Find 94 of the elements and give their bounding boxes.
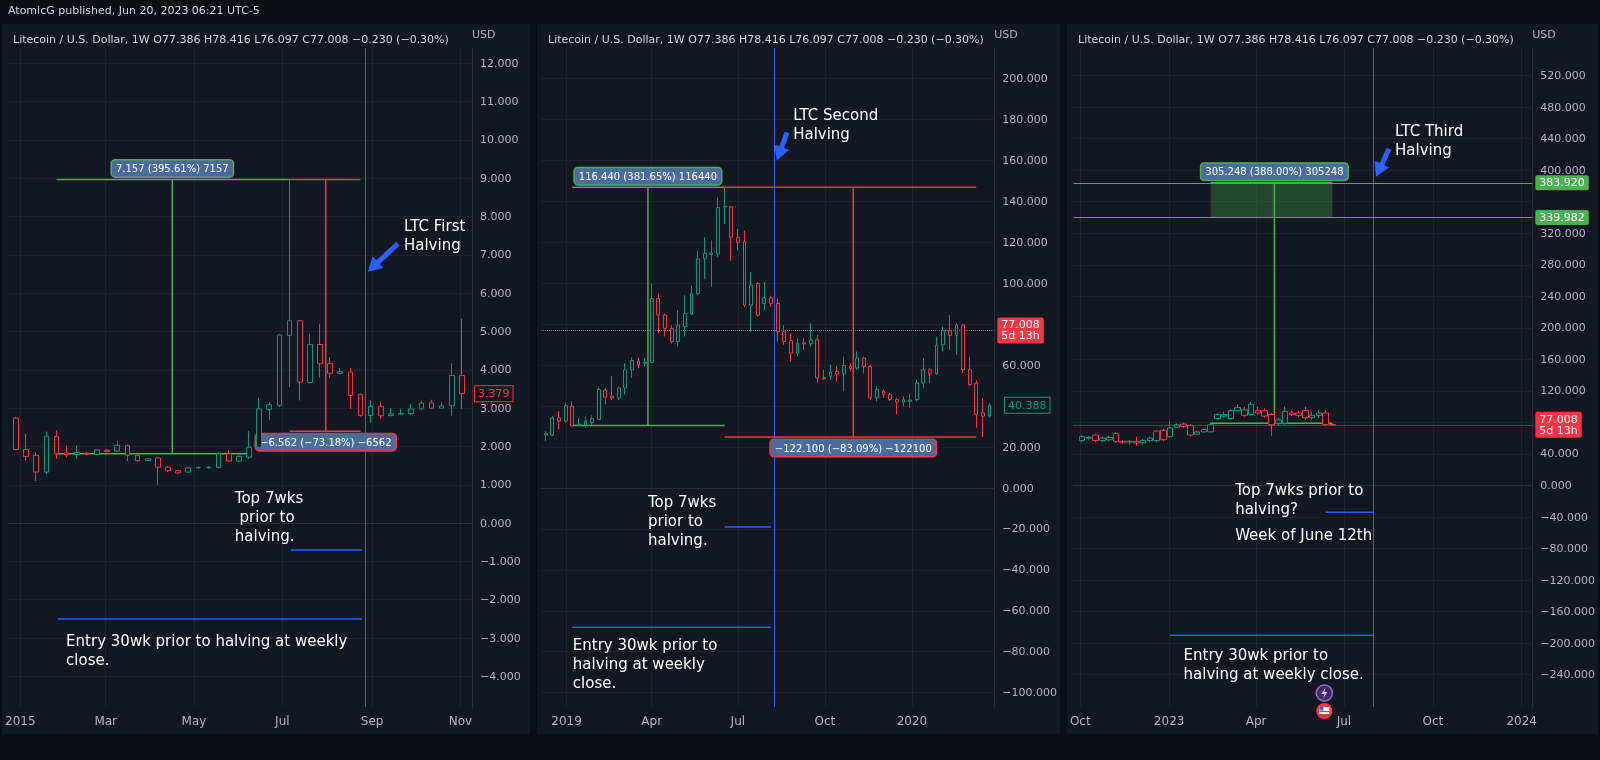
y-tick-label: 7.000 <box>480 248 512 262</box>
annotation: Entry 30wk prior to halving at weekly close. <box>572 635 723 692</box>
y-tick-label: 12.000 <box>480 56 519 70</box>
y-tick-label: 120.000 <box>1540 384 1586 398</box>
annotation: LTC Second Halving <box>793 105 883 143</box>
y-tick-label: −4.000 <box>480 669 521 683</box>
y-tick-label: 11.000 <box>480 95 519 109</box>
y-tick-label: 0.000 <box>480 516 512 530</box>
x-tick-label: Oct <box>1422 714 1444 728</box>
y-tick-label: −2.000 <box>480 593 521 607</box>
y-tick-label: 4.000 <box>480 363 512 377</box>
x-tick-label: Jul <box>729 714 746 728</box>
y-tick-label: −80.000 <box>1540 542 1589 556</box>
y-tick-label: −200.000 <box>1540 636 1596 650</box>
x-tick-label: Sep <box>360 714 384 728</box>
y-tick-label: 200.000 <box>1002 72 1048 86</box>
y-tick-label: −100.000 <box>1002 686 1058 700</box>
y-tick-label: 1.000 <box>480 478 512 492</box>
y-tick-label: −160.000 <box>1540 605 1596 619</box>
y-tick-label: 60.000 <box>1002 358 1041 372</box>
y-tick-label: 10.000 <box>480 133 519 147</box>
text: 40.388 <box>1008 398 1047 412</box>
y-tick-label: 480.000 <box>1540 100 1586 114</box>
y-tick-label: 180.000 <box>1002 113 1048 127</box>
y-tick-label: 0.000 <box>1002 481 1034 495</box>
series-label: 7.157 (395.61%) 7157 <box>115 162 229 174</box>
y-axis-title: USD <box>472 28 496 41</box>
y-tick-label: −60.000 <box>1002 604 1051 618</box>
y-tick-label: 240.000 <box>1540 289 1586 303</box>
series-label: −6.562 (−73.18%) −6562 <box>260 436 392 448</box>
y-tick-label: −240.000 <box>1540 668 1596 682</box>
y-tick-label: 120.000 <box>1002 235 1048 249</box>
y-tick-label: 160.000 <box>1540 352 1586 366</box>
ref-line-label: 77.008 5d 13h <box>1001 318 1040 343</box>
y-tick-label: 320.000 <box>1540 226 1586 240</box>
y-tick-label: 5.000 <box>480 325 512 339</box>
x-tick-label: 2019 <box>551 714 582 728</box>
y-tick-label: 20.000 <box>1002 440 1041 454</box>
chart-title: Litecoin / U.S. Dollar, 1W O77.386 H78.416 L76.097 C77.008 −0.230 (−0.30%) <box>548 33 984 46</box>
y-tick-label: 8.000 <box>480 210 512 224</box>
y-tick-label: 2.000 <box>480 439 512 453</box>
ref-line-label: 77.008 5d 13h <box>1539 412 1578 437</box>
x-tick-label: 2015 <box>5 714 36 728</box>
y-tick-label: 400.000 <box>1540 163 1586 177</box>
annotation: Top 7wks prior to halving. <box>646 492 722 549</box>
x-tick-label: Oct <box>814 714 836 728</box>
text: AtomicG published, Jun 20, 2023 06:21 UTC-5 <box>8 4 260 17</box>
x-tick-label: 2020 <box>896 714 928 728</box>
ref-line-label: 383.920 <box>1539 176 1585 190</box>
y-tick-label: −80.000 <box>1002 645 1051 659</box>
x-tick-label: Nov <box>448 714 473 728</box>
series-label: 116.440 (381.65%) 116440 <box>578 170 718 182</box>
x-tick-label: Apr <box>641 714 663 728</box>
series-label: 305.248 (388.00%) 305248 <box>1205 166 1344 178</box>
annotation: Entry 30wk prior to halving at weekly close. <box>66 631 353 669</box>
y-tick-label: 6.000 <box>480 286 512 300</box>
text: 3.379 <box>478 387 510 401</box>
x-tick-label: May <box>181 714 207 728</box>
y-tick-label: 160.000 <box>1002 154 1048 168</box>
y-tick-label: 3.000 <box>480 401 512 415</box>
x-tick-label: Jul <box>1335 714 1352 728</box>
y-tick-label: 200.000 <box>1540 321 1586 335</box>
annotation: Week of June 12th <box>1235 525 1373 544</box>
x-tick-label: Oct <box>1069 714 1091 728</box>
x-tick-label: Mar <box>94 714 118 728</box>
annotation: Entry 30wk prior to halving at weekly close. <box>1183 645 1364 683</box>
y-tick-label: 280.000 <box>1540 258 1586 272</box>
x-tick-label: Jul <box>274 714 290 728</box>
chart-title: Litecoin / U.S. Dollar, 1W O77.386 H78.416 L76.097 C77.008 −0.230 (−0.30%) <box>13 33 449 46</box>
y-tick-label: −40.000 <box>1540 510 1589 524</box>
y-tick-label: 100.000 <box>1002 276 1048 290</box>
y-tick-label: 40.000 <box>1540 447 1579 461</box>
y-tick-label: 520.000 <box>1540 69 1586 83</box>
chart-title: Litecoin / U.S. Dollar, 1W O77.386 H78.416 L76.097 C77.008 −0.230 (−0.30%) <box>1078 33 1514 46</box>
y-axis-title: USD <box>1532 28 1556 41</box>
x-tick-label: 2024 <box>1506 714 1537 728</box>
annotation: LTC First Halving <box>403 217 471 255</box>
x-tick-label: 2023 <box>1153 714 1185 728</box>
y-axis-title: USD <box>994 28 1018 41</box>
y-tick-label: −3.000 <box>480 631 521 645</box>
annotation: Top 7wks prior to halving. <box>233 488 304 545</box>
annotation: Top 7wks prior to halving? <box>1234 480 1369 518</box>
y-tick-label: 0.000 <box>1540 478 1572 492</box>
y-tick-label: −120.000 <box>1540 573 1596 587</box>
ref-line-label: 339.982 <box>1539 211 1585 224</box>
y-tick-label: 440.000 <box>1540 132 1586 146</box>
y-tick-label: 9.000 <box>480 171 512 185</box>
annotation: LTC Third Halving <box>1395 122 1468 160</box>
y-tick-label: 140.000 <box>1002 194 1048 208</box>
y-tick-label: −20.000 <box>1002 522 1051 536</box>
x-tick-label: Apr <box>1245 714 1267 728</box>
y-tick-label: −40.000 <box>1002 563 1051 577</box>
series-label: −122.100 (−83.09%) −122100 <box>774 442 932 454</box>
y-tick-label: −1.000 <box>480 554 521 568</box>
